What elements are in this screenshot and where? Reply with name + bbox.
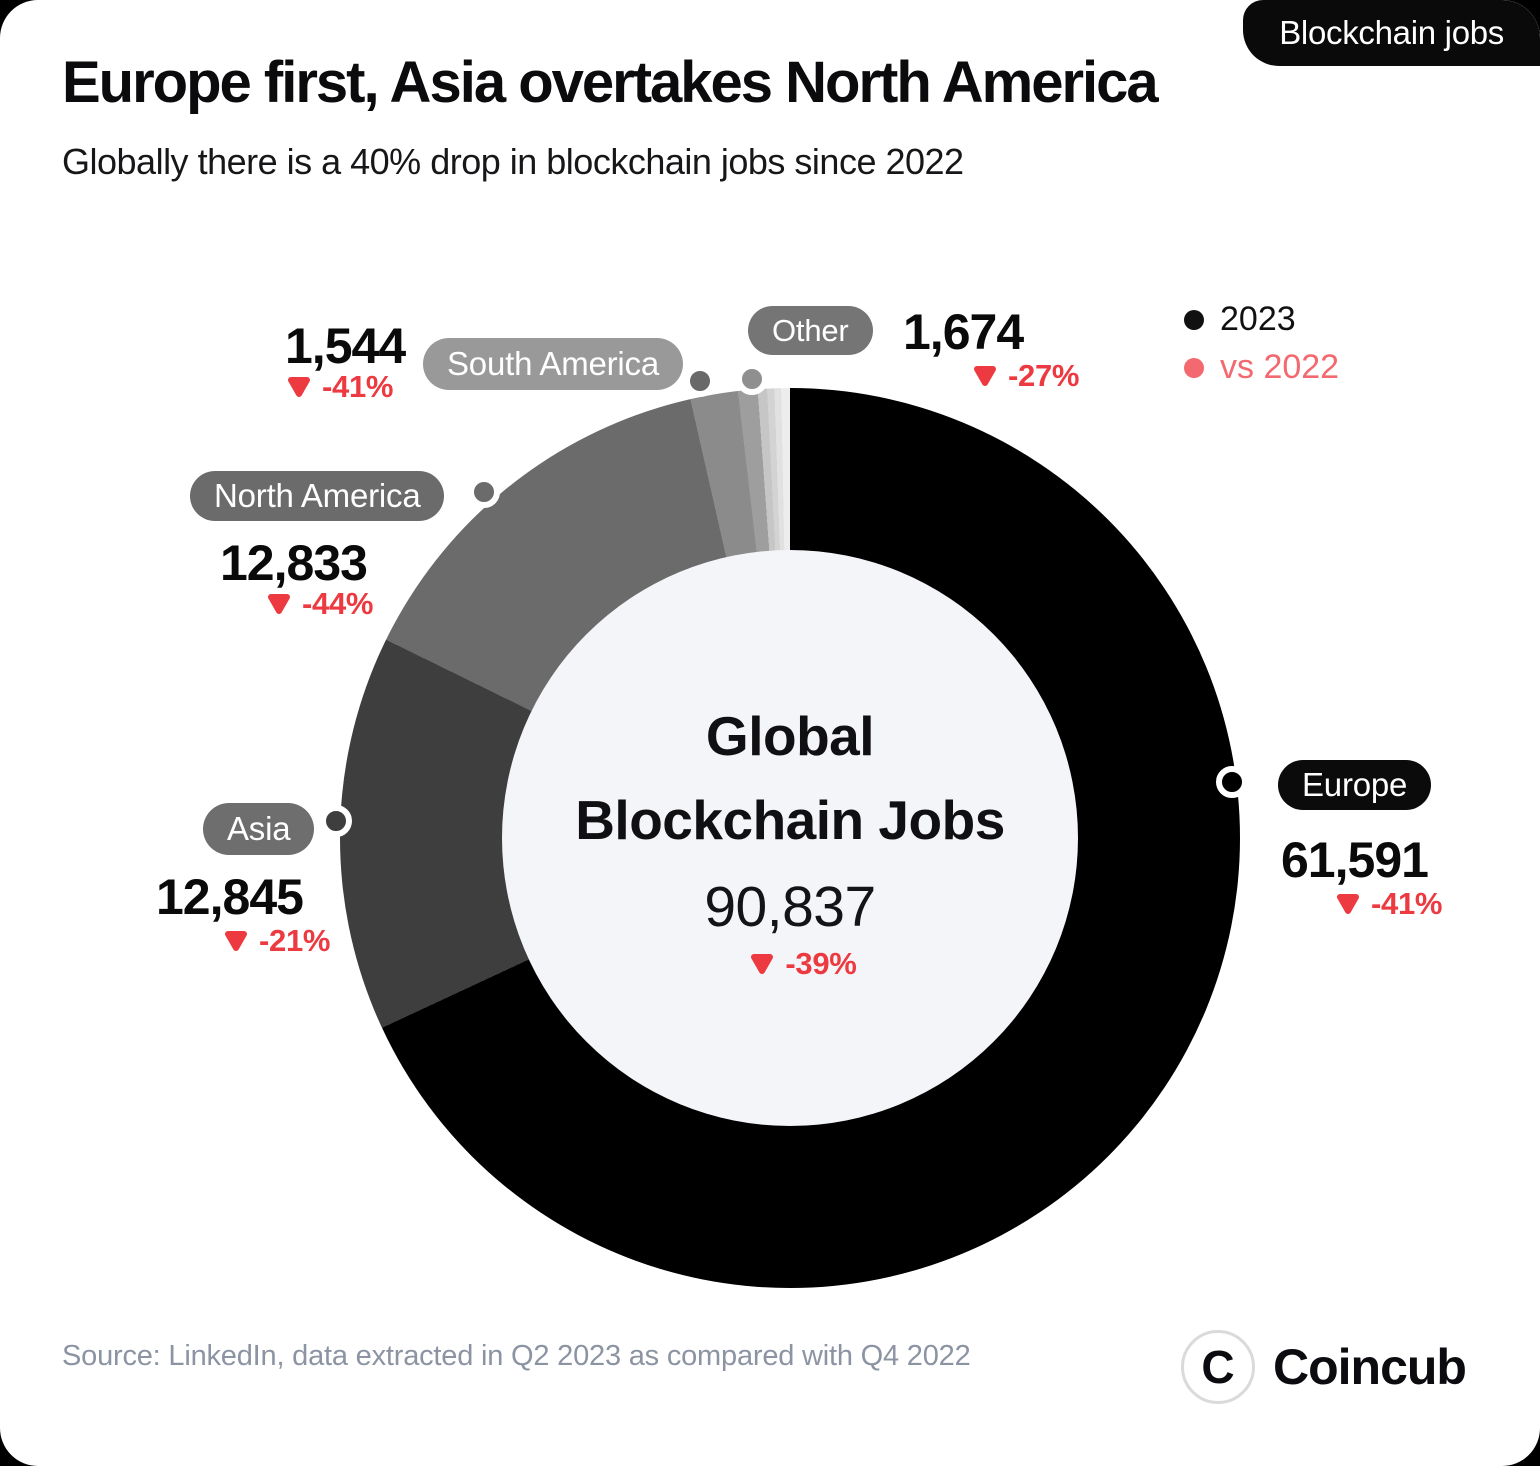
- europe-value: 61,591: [1281, 832, 1429, 888]
- north-america-marker-dot: [468, 476, 500, 508]
- other-value: 1,674: [903, 304, 1024, 360]
- asia-label-pill: Asia: [203, 803, 315, 855]
- legend-item-vs-2022: vs 2022: [1184, 348, 1339, 387]
- donut-chart: Global Blockchain Jobs 90,837 -39%: [340, 388, 1240, 1288]
- center-total-value: 90,837: [704, 875, 876, 939]
- down-triangle-icon: [288, 377, 310, 397]
- donut-center: Global Blockchain Jobs 90,837 -39%: [502, 550, 1078, 1126]
- down-triangle-icon: [974, 366, 996, 386]
- down-triangle-icon: [268, 594, 290, 614]
- legend-2023-dot-icon: [1184, 309, 1204, 330]
- asia-value: 12,845: [156, 869, 304, 925]
- other-label-pill: Other: [748, 306, 873, 355]
- north-america-value: 12,833: [220, 535, 368, 591]
- page-title: Europe first, Asia overtakes North Ameri…: [62, 50, 1159, 115]
- europe-delta-label: -41%: [1371, 886, 1443, 921]
- legend-vs-2022-dot-icon: [1184, 357, 1204, 378]
- coincub-icon: C: [1181, 1330, 1255, 1404]
- asia-delta: -21%: [223, 923, 330, 959]
- south-america-delta: -41%: [286, 369, 393, 405]
- south-america-label-pill: South America: [423, 338, 684, 390]
- coincub-wordmark: Coincub: [1273, 1339, 1467, 1395]
- legend-2023-label: 2023: [1220, 300, 1296, 338]
- topic-badge: Blockchain jobs: [1243, 0, 1540, 66]
- coincub-logo: C Coincub: [1181, 1330, 1467, 1404]
- asia-marker-dot: [320, 805, 352, 837]
- north-america-delta-label: -44%: [302, 586, 374, 621]
- down-triangle-icon: [1337, 894, 1359, 914]
- center-delta: -39%: [749, 946, 857, 982]
- south-america-delta-label: -41%: [322, 369, 394, 404]
- page-subtitle: Globally there is a 40% drop in blockcha…: [62, 141, 964, 182]
- asia-delta-label: -21%: [259, 923, 331, 958]
- south-america-value: 1,544: [285, 318, 406, 374]
- center-title: Global Blockchain Jobs: [575, 705, 1005, 851]
- other-delta: -27%: [972, 358, 1079, 394]
- down-triangle-icon: [225, 931, 247, 951]
- chart-legend: 2023 vs 2022: [1184, 300, 1339, 387]
- down-triangle-icon: [751, 954, 774, 974]
- europe-marker-dot: [1216, 766, 1248, 798]
- north-america-delta: -44%: [266, 586, 373, 622]
- north-america-label-pill: North America: [190, 471, 445, 521]
- other-delta-label: -27%: [1008, 358, 1080, 393]
- center-delta-label: -39%: [785, 946, 857, 981]
- legend-item-2023: 2023: [1184, 300, 1339, 339]
- source-note: Source: LinkedIn, data extracted in Q2 2…: [62, 1340, 971, 1372]
- europe-delta: -41%: [1335, 886, 1442, 922]
- legend-vs-2022-label: vs 2022: [1220, 348, 1340, 386]
- south-america-marker-dot: [684, 365, 716, 397]
- europe-label-pill: Europe: [1278, 760, 1432, 810]
- other-marker-dot: [736, 363, 768, 395]
